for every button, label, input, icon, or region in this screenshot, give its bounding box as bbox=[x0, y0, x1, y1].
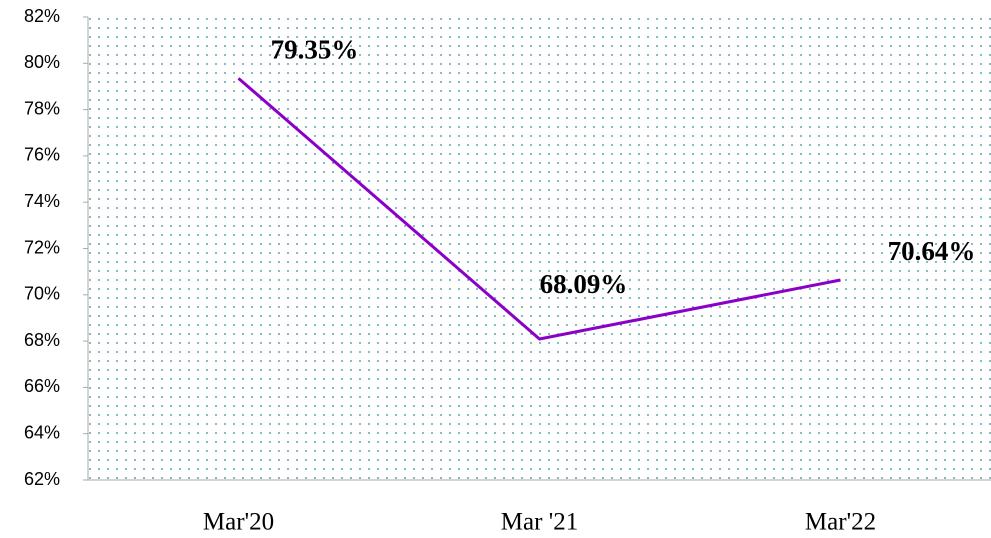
data-label: 70.64% bbox=[888, 236, 976, 266]
y-tick-label: 64% bbox=[24, 422, 60, 442]
x-tick-label: Mar'22 bbox=[805, 509, 876, 536]
y-tick-label: 66% bbox=[24, 376, 60, 396]
y-tick-label: 76% bbox=[24, 145, 60, 165]
y-tick-label: 72% bbox=[24, 237, 60, 257]
plot-background bbox=[88, 17, 991, 480]
y-tick-label: 74% bbox=[24, 191, 60, 211]
data-label: 79.35% bbox=[271, 35, 359, 65]
x-tick-label: Mar '21 bbox=[501, 509, 578, 536]
data-label: 68.09% bbox=[540, 269, 628, 299]
y-tick-label: 80% bbox=[24, 52, 60, 72]
y-tick-label: 70% bbox=[24, 284, 60, 304]
y-tick-label: 62% bbox=[24, 469, 60, 489]
y-tick-label: 82% bbox=[24, 6, 60, 26]
x-tick-label: Mar'20 bbox=[203, 509, 274, 536]
y-tick-label: 78% bbox=[24, 98, 60, 118]
line bbox=[237, 77, 841, 341]
y-tick-label: 68% bbox=[24, 330, 60, 350]
